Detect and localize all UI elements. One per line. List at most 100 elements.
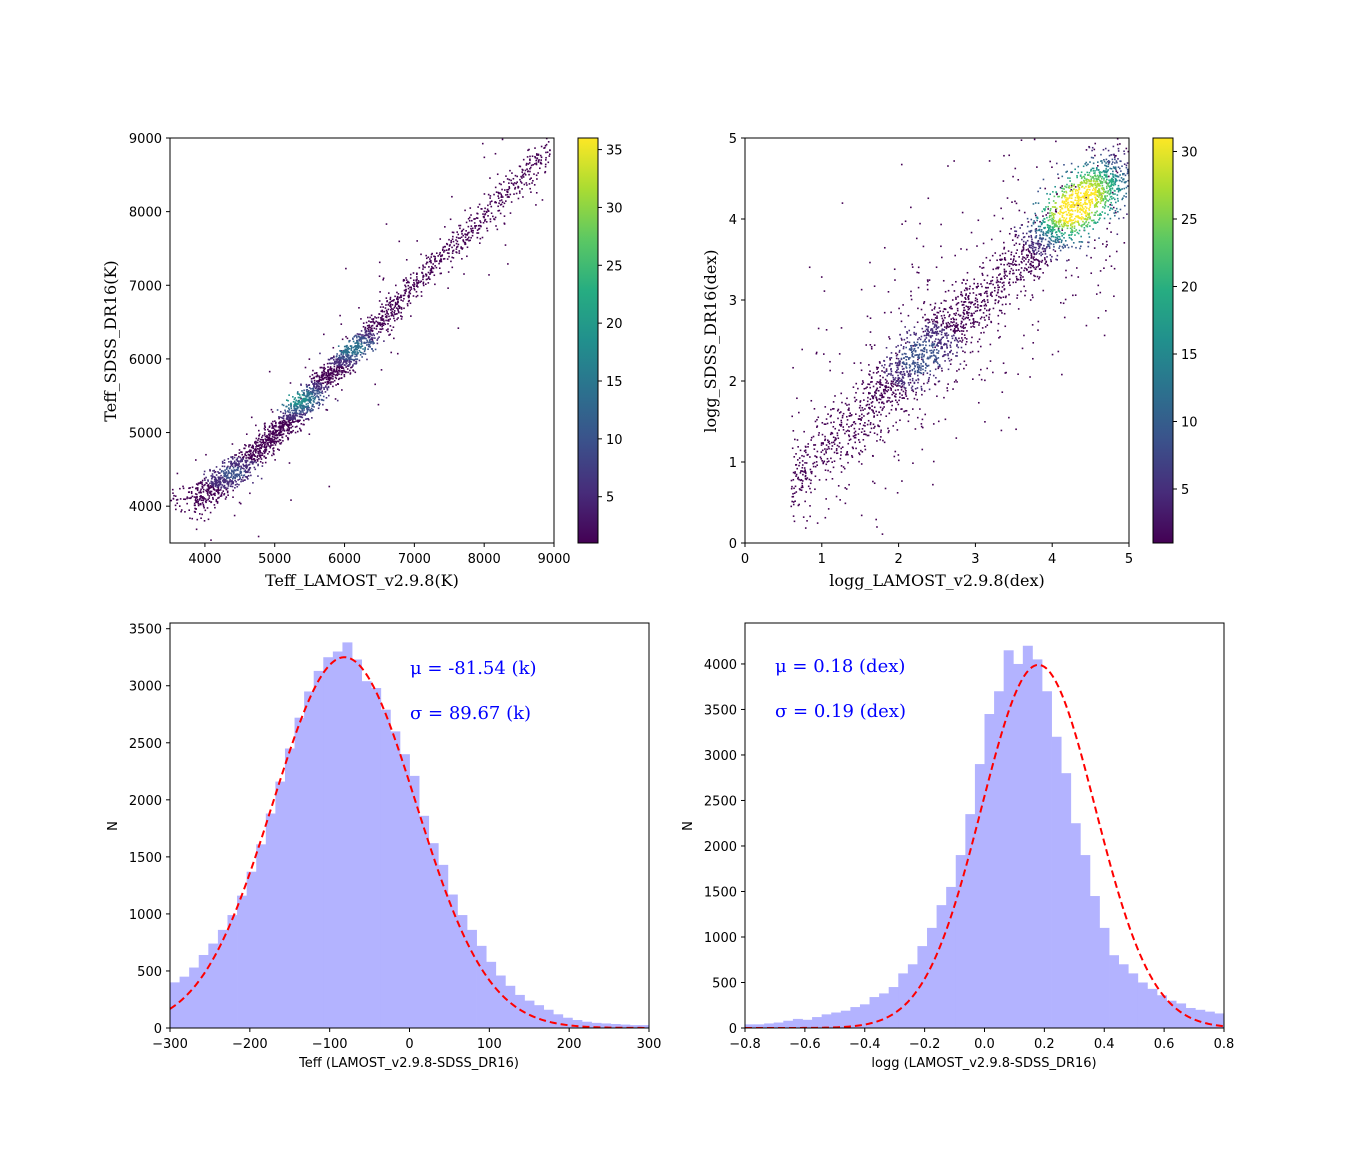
scatter-point — [814, 475, 817, 478]
scatter-point — [837, 485, 840, 487]
scatter-point — [968, 288, 971, 290]
scatter-point — [879, 375, 882, 377]
scatter-point — [903, 372, 906, 375]
scatter-point — [978, 324, 980, 326]
scatter-point — [261, 436, 263, 439]
scatter-point — [804, 477, 807, 480]
scatter-point — [1023, 256, 1026, 259]
scatter-point — [448, 252, 450, 255]
scatter-point — [950, 321, 952, 323]
scatter-point — [947, 368, 950, 371]
scatter-point — [893, 383, 895, 385]
scatter-point — [429, 278, 431, 281]
scatter-point — [879, 398, 882, 401]
scatter-point — [979, 368, 982, 371]
scatter-point — [282, 421, 284, 423]
scatter-point — [257, 450, 259, 453]
scatter-point — [439, 259, 442, 262]
scatter-point — [420, 253, 422, 256]
scatter-point — [896, 366, 899, 369]
scatter-point — [349, 357, 352, 359]
scatter-point — [218, 480, 221, 482]
scatter-point — [301, 416, 304, 419]
scatter-point — [941, 347, 944, 350]
scatter-point — [348, 347, 351, 350]
scatter-point — [360, 336, 363, 338]
scatter-point — [812, 465, 815, 468]
scatter-point — [823, 423, 826, 425]
scatter-point — [914, 428, 917, 430]
scatter-point — [285, 414, 288, 417]
scatter-point — [962, 315, 965, 318]
scatter-point — [218, 476, 221, 479]
scatter-point — [923, 302, 925, 305]
scatter-point — [956, 309, 959, 312]
scatter-point — [860, 409, 862, 412]
scatter-point — [1015, 275, 1018, 278]
scatter-point — [927, 330, 929, 333]
scatter-point — [361, 356, 363, 358]
scatter-point — [923, 340, 926, 342]
scatter-point — [386, 300, 388, 303]
teff-scatter-xlabel: Teff_LAMOST_v2.9.8(K) — [265, 571, 459, 590]
scatter-point — [836, 452, 839, 454]
scatter-point — [522, 158, 525, 161]
scatter-point — [385, 329, 388, 331]
scatter-point — [897, 371, 899, 374]
scatter-point — [371, 330, 373, 333]
scatter-point — [1014, 230, 1016, 232]
scatter-point — [950, 341, 952, 344]
scatter-point — [368, 324, 370, 327]
scatter-point — [253, 454, 256, 456]
scatter-point — [889, 387, 892, 389]
scatter-point — [215, 500, 218, 503]
x-tick-label: 8000 — [468, 552, 501, 567]
scatter-point — [905, 409, 908, 412]
scatter-point — [265, 446, 267, 449]
scatter-point — [969, 292, 971, 295]
scatter-point — [184, 498, 187, 501]
scatter-point — [990, 282, 992, 285]
scatter-point — [257, 437, 260, 440]
scatter-point — [972, 378, 974, 380]
scatter-point — [216, 501, 219, 503]
scatter-point — [209, 493, 212, 495]
scatter-point — [866, 400, 869, 403]
scatter-point — [1135, 191, 1137, 193]
scatter-point — [508, 186, 511, 188]
scatter-point — [999, 296, 1002, 299]
scatter-point — [840, 421, 843, 424]
scatter-point — [840, 392, 843, 395]
scatter-point — [360, 318, 362, 320]
scatter-point — [963, 289, 966, 292]
y-tick-label: 9000 — [129, 132, 162, 147]
scatter-point — [801, 466, 804, 469]
scatter-point — [312, 395, 314, 398]
scatter-point — [213, 504, 216, 506]
scatter-point — [880, 394, 882, 397]
scatter-point — [292, 417, 295, 419]
scatter-point — [526, 168, 528, 170]
scatter-point — [205, 476, 207, 479]
scatter-point — [371, 338, 374, 341]
scatter-point — [1018, 269, 1020, 271]
scatter-point — [838, 423, 841, 426]
scatter-point — [250, 458, 253, 461]
scatter-point — [273, 440, 276, 443]
scatter-point — [312, 383, 314, 385]
scatter-point — [879, 438, 881, 441]
scatter-point — [218, 489, 220, 492]
scatter-point — [966, 312, 968, 315]
scatter-point — [338, 354, 341, 357]
scatter-point — [225, 472, 228, 474]
scatter-point — [918, 344, 921, 347]
scatter-point — [270, 440, 273, 443]
scatter-point — [343, 370, 345, 373]
scatter-point — [889, 401, 892, 403]
colorbar-tick-label: 30 — [606, 201, 623, 216]
scatter-point — [1029, 244, 1031, 247]
scatter-point — [1085, 149, 1088, 151]
scatter-point — [897, 368, 899, 370]
scatter-point — [269, 431, 272, 433]
scatter-point — [920, 387, 923, 390]
